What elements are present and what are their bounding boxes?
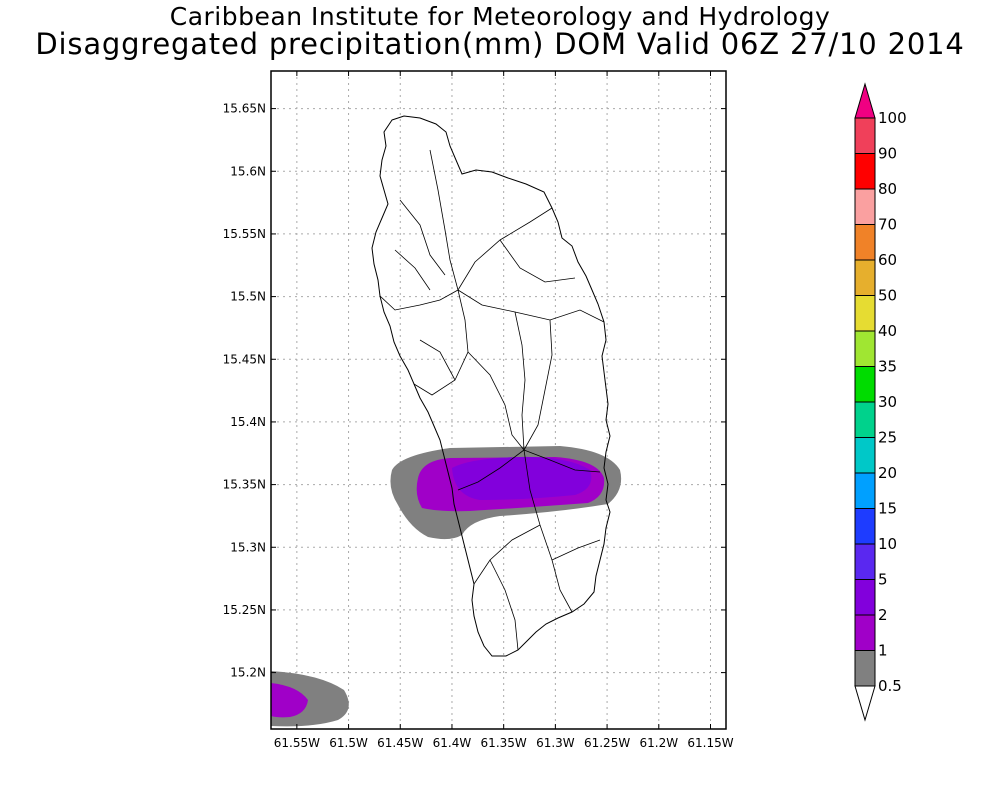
plot-frame [270,70,727,730]
watershed-line [379,289,459,311]
lat-tick-label: 15.6N [230,164,266,178]
lat-tick-label: 15.4N [230,415,266,429]
legend-swatch [854,508,876,545]
color-legend [854,82,876,722]
legend-swatch [854,366,876,403]
legend-swatch [854,614,876,651]
legend-label: 0.5 [878,677,902,695]
grid-lines [271,71,726,729]
lon-tick-label: 61.25W [584,736,630,750]
legend-label: 70 [878,216,897,234]
legend-swatch [854,188,876,225]
legend-label: 5 [878,571,888,589]
legend-swatch [854,401,876,438]
watershed-boundaries [379,149,605,651]
watershed-line [419,339,456,381]
legend-swatch [854,472,876,509]
legend-label: 100 [878,109,907,127]
legend-label: 50 [878,287,897,305]
watershed-line [499,239,576,283]
legend-swatch [854,224,876,261]
lon-tick-label: 61.15W [687,736,733,750]
watershed-line [399,199,446,276]
legend-label: 35 [878,358,897,376]
lon-tick-label: 61.4W [433,736,472,750]
legend-label: 25 [878,429,897,447]
latitude-axis: 15.65N 15.6N 15.55N 15.5N 15.45N 15.4N 15.35N 1… [223,102,726,680]
lon-tick-label: 61.35W [481,736,527,750]
map-title: Disaggregated precipitation(mm) DOM Vali… [35,27,965,61]
watershed-line [473,524,541,585]
precipitation-contours [271,446,622,727]
legend-label: 60 [878,251,897,269]
legend-label: 90 [878,145,897,163]
lat-tick-label: 15.35N [223,478,266,492]
watershed-line [413,289,469,396]
watershed-line [394,249,431,291]
legend-label: 30 [878,393,897,411]
lat-tick-label: 15.5N [230,290,266,304]
legend-swatch [854,259,876,296]
legend-label: 10 [878,535,897,553]
lon-tick-label: 61.55W [274,736,320,750]
contour-1mm-southwest [271,683,308,718]
watershed-line [523,449,601,473]
lon-tick-label: 61.5W [329,736,368,750]
legend-label: 20 [878,464,897,482]
legend-swatch [854,117,876,154]
dominica-coastline [371,115,611,657]
institute-title: Caribbean Institute for Meteorology and … [169,2,831,31]
watershed-line [551,539,601,561]
legend-label: 80 [878,180,897,198]
legend-over-triangle [854,82,876,119]
contour-2mm-east [452,456,592,500]
legend-under-triangle [854,685,876,722]
legend-label: 15 [878,500,897,518]
legend-swatch [854,295,876,332]
lon-tick-label: 61.2W [639,736,678,750]
legend-swatch [854,650,876,687]
island-outline [371,115,611,657]
watershed-line [429,149,459,291]
legend-label: 2 [878,606,888,624]
lat-tick-label: 15.65N [223,102,266,116]
lon-tick-label: 61.3W [536,736,575,750]
lat-tick-label: 15.3N [230,540,266,554]
legend-swatch [854,579,876,616]
lat-tick-label: 15.2N [230,666,266,680]
legend-swatch [854,437,876,474]
watershed-line [514,311,526,451]
legend-swatch [854,543,876,580]
lon-tick-label: 61.45W [377,736,423,750]
watershed-line [467,351,525,451]
lat-tick-label: 15.55N [223,227,266,241]
legend-label: 40 [878,322,897,340]
watershed-line [523,319,553,451]
legend-label: 1 [878,642,888,660]
watershed-line [523,449,573,613]
longitude-axis: 61.55W 61.5W 61.45W 61.4W 61.35W 61.3W 61.25W 6… [274,71,734,750]
legend-swatch [854,330,876,367]
lat-tick-label: 15.25N [223,603,266,617]
legend-swatch [854,153,876,190]
watershed-line [489,559,519,651]
watershed-line [457,449,525,491]
lat-tick-label: 15.45N [223,352,266,366]
watershed-line [457,289,605,323]
